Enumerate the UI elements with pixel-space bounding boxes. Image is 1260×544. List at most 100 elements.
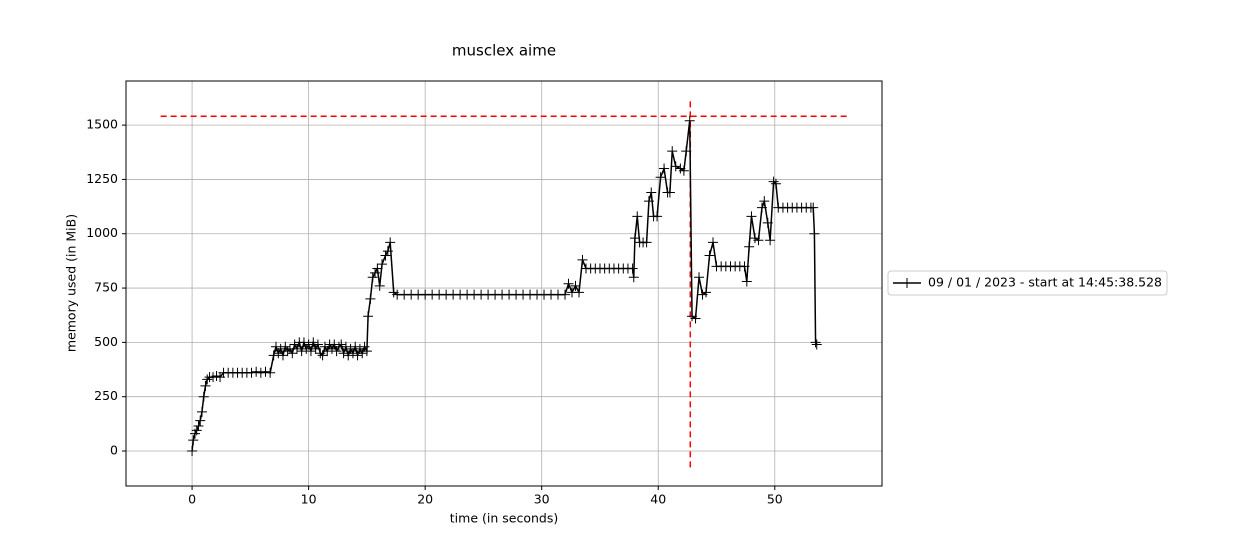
data-point: [741, 276, 752, 287]
data-point: [374, 280, 385, 291]
data-point: [340, 341, 351, 352]
data-point: [744, 241, 755, 252]
data-point: [326, 343, 337, 354]
data-point: [768, 176, 779, 187]
data-point: [367, 272, 378, 283]
data-point: [770, 178, 781, 189]
x-tick-label: 20: [417, 492, 433, 507]
data-point: [646, 187, 657, 198]
data-point: [277, 350, 288, 361]
data-point: [282, 346, 293, 357]
x-tick-label: 30: [534, 492, 550, 507]
data-point: [670, 161, 681, 172]
x-tick-label: 40: [650, 492, 666, 507]
data-point: [708, 237, 719, 248]
data-point: [305, 346, 316, 357]
data-point: [246, 367, 257, 378]
data-point: [187, 446, 198, 457]
data-point: [577, 254, 588, 265]
data-point: [756, 202, 767, 213]
data-point: [363, 311, 374, 322]
data-point: [652, 211, 663, 222]
data-point: [811, 339, 822, 350]
data-point: [336, 339, 347, 350]
legend-box: [887, 270, 1168, 296]
data-point: [193, 421, 204, 432]
data-point: [273, 348, 284, 359]
data-point: [681, 146, 692, 157]
data-point: [303, 339, 314, 350]
data-point: [684, 115, 695, 126]
y-axis-label: memory used (in MiB): [64, 214, 79, 352]
y-tick-label: 1500: [86, 117, 118, 132]
data-point: [347, 348, 358, 359]
data-point: [343, 350, 354, 361]
data-point: [191, 425, 202, 436]
data-point: [287, 348, 298, 359]
chart-title: musclex aime: [452, 42, 556, 60]
data-point: [690, 313, 701, 324]
x-axis-label: time (in seconds): [450, 511, 558, 526]
data-point: [643, 196, 654, 207]
data-point: [352, 350, 363, 361]
data-point: [810, 337, 821, 348]
data-point: [198, 391, 209, 402]
data-point: [377, 259, 388, 270]
data-point: [753, 235, 764, 246]
data-point: [641, 237, 652, 248]
data-point: [659, 163, 670, 174]
y-tick-label: 1000: [86, 225, 118, 240]
data-point: [678, 165, 689, 176]
data-point: [563, 278, 574, 289]
data-point: [629, 233, 640, 244]
data-point: [310, 343, 321, 354]
data-point: [704, 250, 715, 261]
legend-marker: [902, 278, 912, 288]
data-point: [196, 406, 207, 417]
x-tick-label: 50: [767, 492, 783, 507]
data-point: [315, 348, 326, 359]
data-point: [570, 280, 581, 291]
data-point: [808, 202, 819, 213]
legend: 09 / 01 / 2023 - start at 14:45:38.528: [887, 270, 1168, 296]
data-point: [655, 172, 666, 183]
data-point: [331, 346, 342, 357]
data-point: [762, 217, 773, 228]
data-point: [298, 337, 309, 348]
y-tick-label: 250: [94, 388, 118, 403]
data-point: [385, 237, 396, 248]
data-point: [746, 211, 757, 222]
y-tick-label: 500: [94, 334, 118, 349]
y-tick-label: 1250: [86, 171, 118, 186]
data-point: [200, 380, 211, 391]
data-point: [632, 211, 643, 222]
data-point: [628, 272, 639, 283]
data-point: [322, 346, 333, 357]
data-point: [627, 263, 638, 274]
data-point: [275, 343, 286, 354]
data-point: [296, 346, 307, 357]
data-point: [759, 196, 770, 207]
data-point: [765, 235, 776, 246]
data-point: [255, 367, 266, 378]
data-point: [270, 341, 281, 352]
data-point: [195, 415, 206, 426]
data-point: [694, 272, 705, 283]
data-point: [317, 350, 328, 361]
data-point: [308, 337, 319, 348]
data-point: [382, 246, 393, 257]
data-point: [560, 289, 571, 300]
data-point: [739, 261, 750, 272]
data-point: [345, 343, 356, 354]
data-point: [312, 339, 323, 350]
data-point: [289, 339, 300, 350]
data-point: [202, 374, 213, 385]
data-point: [380, 250, 391, 261]
y-tick-label: 0: [110, 443, 118, 458]
data-point: [370, 267, 381, 278]
x-tick-label: 10: [301, 492, 317, 507]
data-point: [372, 263, 383, 274]
data-point: [301, 343, 312, 354]
data-point: [354, 343, 365, 354]
